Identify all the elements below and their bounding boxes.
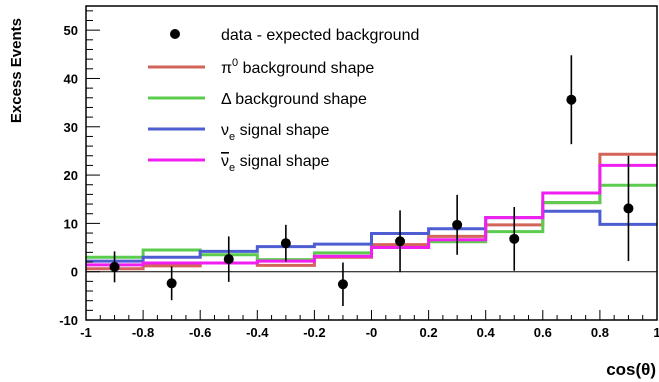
data-point bbox=[452, 219, 463, 230]
y-tick-label: 20 bbox=[64, 168, 78, 183]
x-tick-label: -0.4 bbox=[246, 325, 269, 340]
y-tick-label: 50 bbox=[64, 23, 78, 38]
y-axis-label: Excess Events bbox=[8, 18, 25, 123]
data-point bbox=[166, 278, 177, 289]
y-tick-label: 10 bbox=[64, 216, 78, 231]
x-tick-label: 0.2 bbox=[420, 325, 438, 340]
x-tick-label: -1 bbox=[80, 325, 92, 340]
legend-label-4: νe signal shape bbox=[221, 153, 330, 174]
y-tick-label: 40 bbox=[64, 71, 78, 86]
axes-layer: -1 -0.8 -0.6 -0.4 -0.2 -0 0.2 0.4 0.6 0.8 1 -10 0 10 2… bbox=[59, 10, 659, 340]
x-tick-label: -0.6 bbox=[189, 325, 211, 340]
y-tick-label: -10 bbox=[59, 313, 78, 328]
x-tick-label: 0.8 bbox=[591, 325, 609, 340]
x-tick-label: 0.6 bbox=[534, 325, 552, 340]
legend-label-2: Δ background shape bbox=[221, 91, 367, 108]
data-point bbox=[109, 261, 120, 272]
y-tick-label: 30 bbox=[64, 120, 78, 135]
legend-marker-data bbox=[170, 29, 180, 39]
x-tick-label: -0.2 bbox=[303, 325, 325, 340]
x-axis-label: cos(θ) bbox=[606, 360, 656, 379]
data-point bbox=[280, 238, 291, 249]
data-point bbox=[509, 233, 520, 244]
x-tick-label: -0.8 bbox=[132, 325, 154, 340]
legend-label-data: data - expected background bbox=[221, 27, 419, 44]
histogram-layer bbox=[86, 152, 657, 271]
x-tick-label: -0 bbox=[366, 325, 378, 340]
y-tick-label: 0 bbox=[71, 265, 78, 280]
data-point bbox=[223, 254, 234, 265]
data-point bbox=[395, 236, 406, 247]
x-tick-label: 1 bbox=[653, 325, 659, 340]
histogram-series-4 bbox=[86, 163, 657, 267]
data-point bbox=[623, 203, 634, 214]
legend: data - expected background π0 background … bbox=[148, 27, 419, 174]
data-points-layer bbox=[109, 55, 634, 306]
legend-label-1: π0 background shape bbox=[221, 57, 374, 77]
data-point bbox=[566, 94, 577, 105]
data-point bbox=[337, 279, 348, 290]
legend-label-3: νe signal shape bbox=[221, 122, 330, 143]
x-tick-label: 0.4 bbox=[477, 325, 496, 340]
